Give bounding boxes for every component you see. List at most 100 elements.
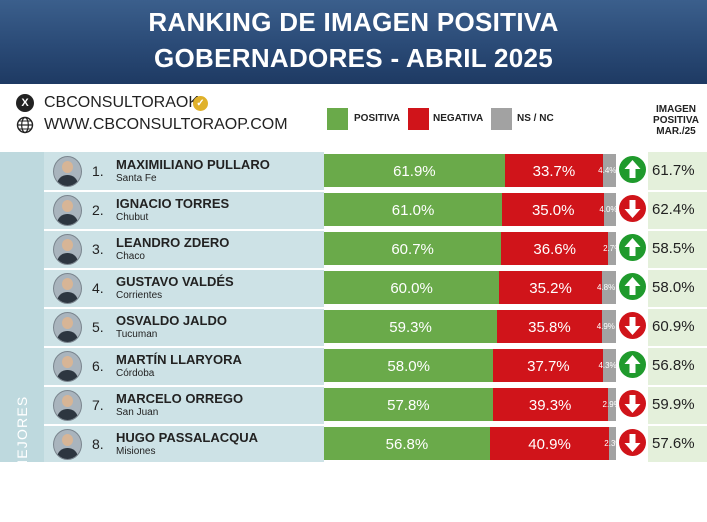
- table-row: 6. MARTÍN LLARYORA Córdoba 58.0% 37.7% 4.3% 56…: [0, 348, 707, 387]
- governor-name: HUGO PASSALACQUA: [116, 430, 259, 445]
- table-row: 5. OSVALDO JALDO Tucuman 59.3% 35.8% 4.9% 60.9…: [0, 309, 707, 348]
- globe-icon: [16, 116, 34, 134]
- bar-nsnc: [603, 154, 616, 187]
- bar-nsnc: [603, 349, 616, 382]
- legend-label-negative: NEGATIVA: [433, 113, 484, 124]
- x-logo-icon: X: [16, 94, 34, 112]
- legend-swatch-negative: [408, 108, 429, 130]
- governor-name: MARTÍN LLARYORA: [116, 352, 242, 367]
- previous-value: 57.6%: [652, 435, 695, 452]
- rank-number: 2.: [92, 202, 104, 218]
- bar-label-nsnc: 4.8%: [596, 283, 616, 292]
- rank-number: 8.: [92, 436, 104, 452]
- avatar: [53, 351, 82, 382]
- previous-value: 58.5%: [652, 240, 695, 257]
- bar-label-positive: 61.9%: [393, 163, 436, 180]
- bar-negative: [493, 349, 604, 382]
- row-divider: [44, 268, 707, 270]
- bar-positive: [324, 154, 505, 187]
- arrow-down-icon: [619, 312, 646, 339]
- avatar: [53, 234, 82, 265]
- title-banner: RANKING DE IMAGEN POSITIVA GOBERNADORES …: [0, 0, 707, 84]
- governor-name: IGNACIO TORRES: [116, 196, 230, 211]
- avatar: [53, 429, 82, 460]
- previous-value: 59.9%: [652, 396, 695, 413]
- bar-label-positive: 60.7%: [391, 241, 434, 258]
- bar-nsnc: [609, 427, 616, 460]
- table-row: 2. IGNACIO TORRES Chubut 61.0% 35.0% 4.0% 62.4…: [0, 192, 707, 231]
- previous-column-header: IMAGEN POSITIVA MAR./25: [648, 104, 704, 137]
- bar-label-negative: 36.6%: [533, 241, 576, 258]
- province-name: Córdoba: [116, 368, 155, 379]
- avatar: [53, 195, 82, 226]
- previous-header-line-3: MAR./25: [656, 126, 696, 137]
- governor-name: OSVALDO JALDO: [116, 313, 227, 328]
- verified-badge-icon: ✓: [193, 96, 208, 111]
- row-divider: [44, 385, 707, 387]
- bar-nsnc: [601, 271, 616, 304]
- bar-label-negative: 35.2%: [529, 280, 572, 297]
- bar-label-nsnc: 4.0%: [599, 205, 618, 214]
- bar-nsnc: [601, 310, 616, 343]
- arrow-up-icon: [619, 156, 646, 183]
- bar-label-negative: 35.0%: [531, 202, 575, 219]
- bar-negative: [492, 388, 608, 421]
- row-divider: [44, 229, 707, 231]
- bar-label-negative: 35.8%: [528, 319, 571, 336]
- bar-label-negative: 39.3%: [528, 397, 572, 414]
- avatar-head: [62, 161, 73, 173]
- avatar: [53, 390, 82, 421]
- province-name: Corrientes: [116, 290, 163, 301]
- table-row: 7. MARCELO ORREGO San Juan 57.8% 39.3% 2.9% 59…: [0, 387, 707, 426]
- rank-number: 3.: [92, 241, 104, 257]
- legend-swatch-positive: [327, 108, 348, 130]
- bar-positive: [324, 193, 503, 226]
- arrow-down-icon: [619, 195, 646, 222]
- bar-positive: [324, 388, 493, 421]
- row-divider: [44, 346, 707, 348]
- previous-header-line-2: POSITIVA: [653, 115, 699, 126]
- arrow-up-icon: [619, 234, 646, 261]
- province-name: San Juan: [116, 407, 159, 418]
- bar-label-negative: 40.9%: [528, 436, 571, 453]
- table-row: 8. HUGO PASSALACQUA Misiones 56.8% 40.9% 2.3%…: [0, 426, 707, 465]
- previous-value: 60.9%: [652, 318, 695, 335]
- avatar-body: [57, 175, 78, 186]
- avatar-head: [62, 356, 73, 368]
- bar-nsnc: [608, 232, 616, 265]
- avatar-body: [57, 409, 78, 420]
- avatar-head: [62, 278, 73, 290]
- bar-positive: [324, 427, 490, 460]
- rank-number: 7.: [92, 397, 104, 413]
- website-url: WWW.CBCONSULTORAOP.COM: [44, 116, 288, 133]
- avatar-head: [62, 200, 73, 212]
- bar-label-positive: 57.8%: [387, 397, 430, 414]
- table-row: 3. LEANDRO ZDERO Chaco 60.7% 36.6% 2.7% 58.5%: [0, 231, 707, 270]
- row-divider: [44, 307, 707, 309]
- page-title-line-1: RANKING DE IMAGEN POSITIVA: [148, 7, 559, 37]
- bar-label-nsnc: 4.3%: [598, 361, 617, 370]
- arrow-down-icon: [619, 390, 646, 417]
- rank-number: 4.: [92, 280, 104, 296]
- bar-label-positive: 59.3%: [389, 319, 432, 336]
- bar-nsnc: [607, 388, 616, 421]
- bar-negative: [502, 193, 605, 226]
- bar-positive: [324, 232, 502, 265]
- avatar-head: [62, 395, 73, 407]
- bar-label-nsnc: 4.4%: [598, 166, 617, 175]
- ranking-rows: 1. MAXIMILIANO PULLARO Santa Fe 61.9% 33.7% 4…: [0, 154, 707, 465]
- avatar-body: [57, 214, 78, 225]
- rank-number: 6.: [92, 358, 104, 374]
- bar-label-nsnc: 2.9%: [602, 400, 621, 409]
- avatar-head: [62, 317, 73, 329]
- province-name: Tucuman: [116, 329, 158, 340]
- legend-swatch-nsnc: [491, 108, 512, 130]
- previous-header-line-1: IMAGEN: [656, 104, 696, 115]
- governor-name: MAXIMILIANO PULLARO: [116, 157, 270, 172]
- bar-label-positive: 58.0%: [387, 358, 430, 375]
- avatar: [53, 156, 82, 187]
- bar-positive: [324, 349, 494, 382]
- avatar-body: [57, 370, 78, 381]
- social-handle: CBCONSULTORAOK: [44, 94, 199, 111]
- bar-negative: [499, 271, 602, 304]
